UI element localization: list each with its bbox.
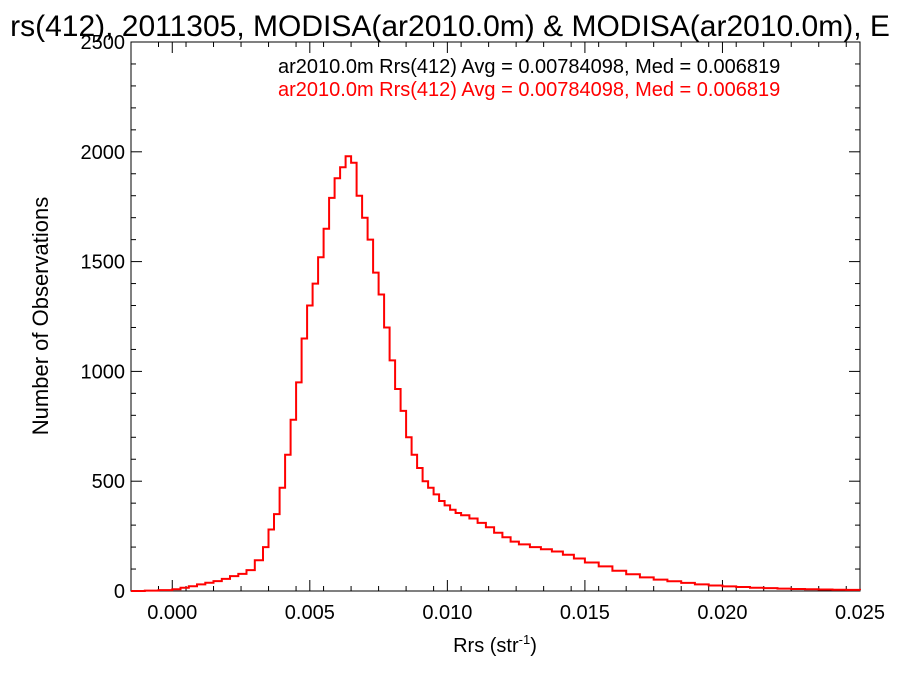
x-axis-label-text: Rrs (str: [453, 635, 519, 657]
x-tick-label: 0.005: [285, 602, 335, 624]
histogram-series-line: [131, 155, 861, 592]
y-tick-label: 0: [114, 581, 125, 603]
y-axis-label: Number of Observations: [28, 197, 53, 435]
annotation-stats-black: ar2010.0m Rrs(412) Avg = 0.00784098, Med…: [278, 56, 780, 78]
y-axis-ticks: 0 500 1000 1500 2000 2500: [81, 32, 860, 603]
x-tick-label: 0.025: [835, 602, 885, 624]
y-tick-label: 1500: [81, 252, 126, 274]
x-axis-label-close: ): [530, 635, 537, 657]
x-axis-label-superscript: -1: [519, 632, 531, 647]
y-tick-label: 1000: [81, 361, 126, 383]
x-tick-label: 0.020: [697, 602, 747, 624]
plot-frame: [130, 41, 861, 592]
x-tick-label: 0.000: [147, 602, 197, 624]
annotation-stats-red: ar2010.0m Rrs(412) Avg = 0.00784098, Med…: [278, 79, 780, 101]
chart-title: rs(412), 2011305, MODISA(ar2010.0m) & MO…: [10, 10, 890, 43]
x-axis-label: Rrs (str-1): [453, 632, 537, 657]
y-tick-label: 2000: [81, 142, 126, 164]
y-tick-label: 2500: [81, 32, 126, 54]
y-tick-label: 500: [92, 471, 125, 493]
x-axis-ticks: 0.000 0.005 0.010 0.015 0.020 0.025: [130, 42, 885, 624]
x-tick-label: 0.010: [422, 602, 472, 624]
x-tick-label: 0.015: [560, 602, 610, 624]
